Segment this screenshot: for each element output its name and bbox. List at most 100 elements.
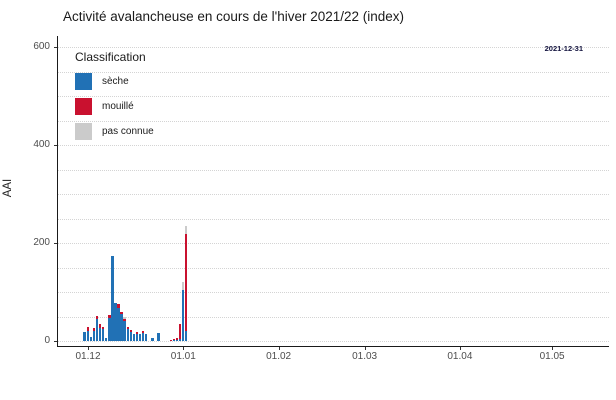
bar-segment-unknown <box>123 316 126 319</box>
bar-segment-dry <box>184 331 188 341</box>
bar-segment-wet <box>178 323 182 339</box>
bar <box>129 330 133 341</box>
y-tick-label: 400 <box>33 139 50 150</box>
x-tick-mark <box>364 347 366 350</box>
bar-segment-dry <box>141 333 145 341</box>
bar-segment-dry <box>126 328 130 341</box>
bar-segment-dry <box>111 256 114 341</box>
bar <box>151 338 154 341</box>
bar-segment-dry <box>144 334 148 341</box>
bar-segment-dry <box>172 340 176 341</box>
legend-swatch-wet <box>75 98 92 115</box>
plot-panel <box>57 36 609 347</box>
bar-segment-dry <box>114 303 117 341</box>
bar-segment-wet <box>172 338 176 340</box>
bar-segment-dry <box>92 331 96 341</box>
bar-segment-dry <box>135 334 139 341</box>
x-tick-mark <box>183 347 185 350</box>
bar <box>123 316 126 341</box>
legend-item-dry: sèche <box>75 73 154 90</box>
bar <box>172 338 176 341</box>
bar-segment-dry <box>129 332 133 341</box>
bar-segment-dry <box>83 332 86 341</box>
bar <box>120 311 123 341</box>
x-tick-label: 01.12 <box>75 351 101 362</box>
x-tick-mark <box>278 347 280 350</box>
gridline <box>58 169 609 171</box>
x-tick-label: 01.03 <box>352 351 378 362</box>
bar-segment-dry <box>123 321 126 341</box>
bar-segment-wet <box>120 311 123 315</box>
y-tick-mark <box>54 243 57 244</box>
bar-segment-wet <box>184 233 188 332</box>
bar-segment-dry <box>117 307 120 341</box>
bar <box>86 327 90 341</box>
bar-segment-unknown <box>181 282 185 290</box>
y-tick-mark <box>54 145 57 146</box>
bar-segment-dry <box>86 331 90 341</box>
legend-label: mouillé <box>102 101 134 112</box>
bar <box>108 314 111 341</box>
bar <box>138 333 142 341</box>
bar <box>95 316 99 341</box>
bar-segment-wet <box>141 330 145 334</box>
gridline <box>58 243 609 244</box>
bar-segment-dry <box>157 332 160 341</box>
y-tick-mark <box>54 341 57 342</box>
bar-segment-wet <box>126 326 130 329</box>
bar-segment-wet <box>86 327 90 332</box>
bar <box>89 337 93 341</box>
legend-swatch-dry <box>75 73 92 90</box>
x-tick-label: 01.05 <box>539 351 565 362</box>
x-tick-mark <box>459 347 461 350</box>
bar-segment-unknown <box>184 225 188 234</box>
bar <box>157 332 160 341</box>
bar-segment-dry <box>175 339 179 341</box>
legend-label: sèche <box>102 76 129 87</box>
x-tick-label: 01.01 <box>170 351 196 362</box>
gridline <box>58 96 609 97</box>
bar <box>178 323 182 341</box>
gridline <box>58 267 609 269</box>
bar <box>83 332 86 341</box>
bar-segment-dry <box>89 337 93 341</box>
gridline <box>58 194 609 195</box>
bar-segment-wet <box>101 326 105 329</box>
bar <box>175 337 179 341</box>
bar-segment-dry <box>151 338 154 341</box>
bar-segment-dry <box>98 328 102 341</box>
gridline <box>58 145 609 146</box>
bar-segment-wet <box>123 318 126 322</box>
y-tick-label: 600 <box>33 41 50 52</box>
bar <box>117 303 120 341</box>
gridline <box>58 341 609 342</box>
bar <box>111 256 114 341</box>
gridline <box>58 292 609 293</box>
x-tick-mark <box>88 347 89 350</box>
bar-segment-dry <box>104 338 108 341</box>
bar-segment-dry <box>101 328 105 341</box>
x-tick-mark <box>552 347 554 350</box>
legend-item-wet: mouillé <box>75 98 154 115</box>
current-date-annotation: 2021-12-31 <box>544 44 583 53</box>
gridline <box>58 316 609 318</box>
y-tick-label: 0 <box>44 335 50 346</box>
y-tick-mark <box>54 47 57 48</box>
legend-item-unknown: pas connue <box>75 123 154 140</box>
legend-swatch-unknown <box>75 123 92 140</box>
bar <box>92 328 96 341</box>
x-tick-label: 01.04 <box>447 351 473 362</box>
bar <box>104 338 108 341</box>
bar-segment-wet <box>108 314 111 318</box>
bar-segment-wet <box>98 324 102 329</box>
bar <box>126 326 130 341</box>
bar <box>101 326 105 341</box>
bar-segment-dry <box>120 314 123 341</box>
gridline <box>58 120 609 122</box>
legend-title: Classification <box>75 50 146 64</box>
bar <box>98 324 102 341</box>
x-tick-label: 01.02 <box>266 351 292 362</box>
legend: Classification sèche mouillé pas connue <box>75 50 154 148</box>
bar-segment-dry <box>95 318 99 341</box>
